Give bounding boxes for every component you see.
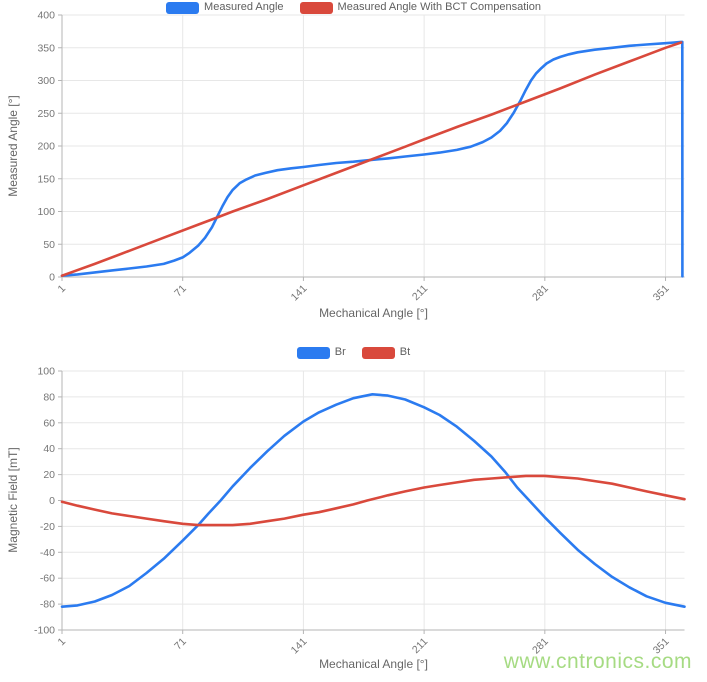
measured-angle-plot-area: 0 50 100 150 200 250 300 350 400 1 71 141 211 281 351 [37, 10, 685, 304]
y-tick-label: 200 [37, 141, 55, 153]
y-tick-label: 0 [49, 495, 55, 507]
y-tick-label: 20 [43, 469, 55, 481]
x-tick-label: 71 [172, 283, 189, 300]
y-tick-label: 60 [43, 417, 55, 429]
y-axis-title: Magnetic Field [mT] [6, 447, 20, 553]
x-tick-label: 211 [410, 636, 430, 656]
watermark: www.cntronics.com [503, 650, 692, 673]
series-line-br [60, 393, 686, 608]
legend-label: Measured Angle With BCT Compensation [337, 1, 541, 13]
legend-item-bt[interactable]: Bt [361, 346, 411, 359]
x-tick-label: 281 [530, 283, 551, 304]
y-tick-label: 250 [37, 108, 55, 120]
x-tick-label: 141 [289, 636, 310, 657]
x-tick-label: 71 [172, 636, 189, 653]
magnetic-field-chart-legend: Br Bt [0, 345, 707, 360]
x-axis-title: Mechanical Angle [°] [319, 306, 428, 320]
measured-angle-chart-legend: Measured Angle Measured Angle With BCT Co… [0, 0, 707, 15]
y-tick-label: 350 [37, 42, 55, 54]
y-axis-title: Measured Angle [°] [6, 95, 20, 197]
x-tick-label: 141 [289, 283, 310, 304]
x-tick-label: 1 [56, 636, 69, 649]
y-tick-label: 100 [37, 206, 55, 218]
y-tick-label: 80 [43, 391, 55, 403]
legend-item-br[interactable]: Br [296, 346, 346, 359]
series-line-measured-angle-with-bct-compensation [60, 41, 683, 277]
x-tick-label: 351 [651, 283, 672, 304]
legend-label: Bt [399, 346, 411, 358]
legend-item-measured-angle-with-bct-compensation[interactable]: Measured Angle With BCT Compensation [299, 1, 541, 14]
x-tick-label: 1 [56, 283, 69, 296]
legend-swatch [361, 346, 395, 359]
y-tick-label: -80 [40, 599, 55, 611]
y-tick-label: 50 [43, 239, 55, 251]
y-tick-label: -100 [34, 625, 55, 637]
y-tick-label: 400 [37, 10, 55, 22]
series-line-bt [60, 474, 686, 527]
y-tick-label: 100 [37, 366, 55, 378]
magnetic-field-chart: Br Bt -100 -80 -60 -40 -20 0 20 40 60 80 100 1 71 141 2… [0, 345, 707, 682]
y-tick-label: 150 [37, 173, 55, 185]
x-tick-label: 211 [410, 283, 430, 303]
y-tick-label: -20 [40, 521, 55, 533]
y-tick-label: 0 [49, 272, 55, 284]
legend-item-measured-angle[interactable]: Measured Angle [166, 1, 284, 14]
legend-label: Br [334, 346, 346, 358]
x-axis-title: Mechanical Angle [°] [319, 657, 428, 671]
legend-swatch [166, 1, 200, 14]
y-tick-label: -40 [40, 547, 55, 559]
measured-angle-chart: Measured Angle Measured Angle With BCT Co… [0, 0, 707, 335]
legend-swatch [299, 1, 333, 14]
legend-label: Measured Angle [204, 1, 284, 13]
legend-swatch [296, 346, 330, 359]
y-tick-label: -60 [40, 573, 55, 585]
y-tick-label: 40 [43, 443, 55, 455]
y-tick-label: 300 [37, 75, 55, 87]
series-line-measured-angle [60, 40, 684, 278]
